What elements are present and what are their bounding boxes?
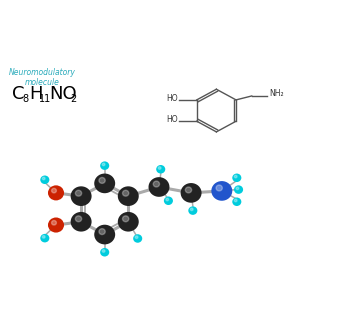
Text: C: C [12,85,25,103]
Text: alamy - 2REEKM0: alamy - 2REEKM0 [132,305,217,316]
Circle shape [232,197,242,206]
Circle shape [48,185,64,200]
Circle shape [188,206,198,215]
Text: HO: HO [166,94,178,103]
Circle shape [52,220,57,225]
Circle shape [102,163,105,166]
Circle shape [234,185,243,194]
Circle shape [75,190,82,196]
Circle shape [166,198,169,201]
Circle shape [236,187,239,190]
Text: NO: NO [49,85,76,103]
Circle shape [158,167,161,169]
Circle shape [118,186,139,206]
Circle shape [122,190,129,196]
Text: HO: HO [166,115,178,124]
Circle shape [70,186,91,206]
Circle shape [40,175,49,184]
Circle shape [133,234,142,243]
Circle shape [70,212,91,232]
Circle shape [100,248,109,257]
Circle shape [153,181,159,187]
Circle shape [94,225,115,244]
Circle shape [42,236,45,238]
Text: Neuromodulatory
molecule: Neuromodulatory molecule [8,68,75,87]
Circle shape [181,183,202,203]
Circle shape [75,216,82,222]
Circle shape [102,250,105,252]
Text: 2: 2 [70,94,76,104]
Circle shape [185,187,192,193]
Circle shape [99,229,105,235]
Circle shape [164,196,173,205]
Circle shape [52,188,57,193]
Circle shape [122,216,129,222]
Circle shape [118,212,139,232]
Text: Dopamine: Dopamine [110,8,239,31]
Circle shape [48,218,64,233]
Circle shape [100,161,109,170]
Text: 11: 11 [39,94,51,104]
Circle shape [211,181,232,201]
Circle shape [99,178,105,183]
Circle shape [232,173,242,182]
Text: NH₂: NH₂ [269,89,284,98]
Text: 8: 8 [22,94,28,104]
Text: a: a [7,5,28,34]
Text: H: H [29,85,43,103]
Circle shape [42,177,45,180]
Circle shape [94,173,115,193]
Circle shape [149,177,170,197]
Circle shape [40,234,49,243]
Circle shape [156,165,165,173]
Circle shape [135,236,138,238]
Circle shape [190,208,193,211]
Circle shape [234,199,237,202]
Circle shape [216,185,222,191]
Text: a: a [321,5,342,34]
Circle shape [234,175,237,178]
